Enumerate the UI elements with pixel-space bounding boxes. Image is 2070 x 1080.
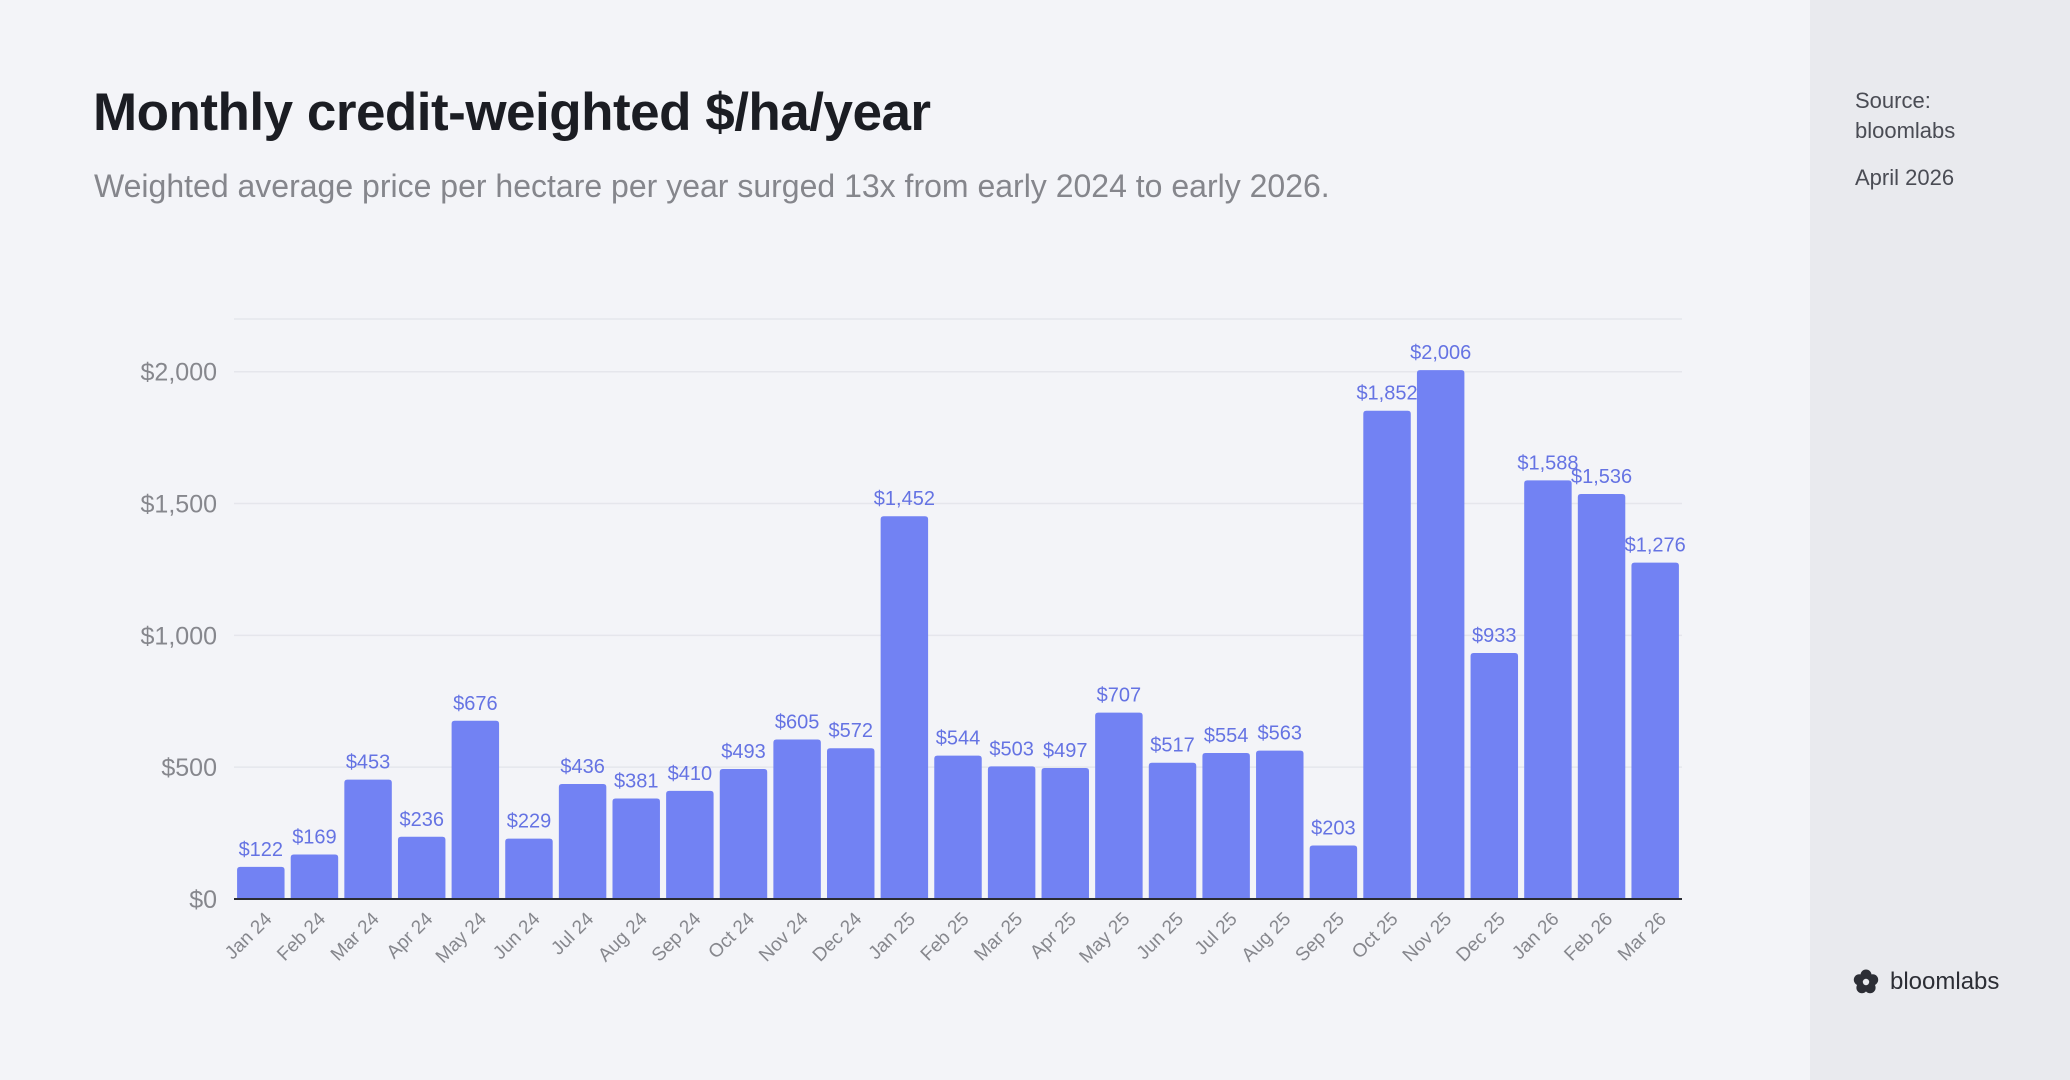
x-tick-label: Mar 24 <box>327 908 384 965</box>
source-name: bloomlabs <box>1855 118 1956 143</box>
bar[interactable] <box>1095 712 1143 899</box>
data-label: $122 <box>239 839 284 861</box>
brand-mark: bloomlabs <box>1852 968 1999 996</box>
data-label: $169 <box>292 826 337 848</box>
x-tick-label: Sep 25 <box>1292 909 1349 966</box>
x-tick-label: Dec 25 <box>1452 909 1509 966</box>
x-tick-label: Jul 25 <box>1191 909 1242 960</box>
chart-subtitle: Weighted average price per hectare per y… <box>94 168 1330 204</box>
publish-date: April 2026 <box>1855 165 1955 190</box>
data-label: $1,452 <box>874 488 935 510</box>
bar[interactable] <box>987 766 1036 899</box>
data-label: $554 <box>1204 725 1249 747</box>
y-tick-label: $2,000 <box>141 359 217 387</box>
x-tick-label: Oct 24 <box>705 908 760 963</box>
data-label: $381 <box>614 771 659 793</box>
bar[interactable] <box>1631 562 1679 899</box>
x-tick-label: Aug 25 <box>1238 909 1295 966</box>
bar[interactable] <box>1148 762 1197 899</box>
data-label: $436 <box>560 756 605 778</box>
data-label: $933 <box>1472 625 1517 647</box>
data-label: $1,852 <box>1356 383 1417 405</box>
x-tick-label: Jan 25 <box>865 909 920 964</box>
data-label: $503 <box>989 738 1034 760</box>
x-tick-label: Jun 25 <box>1133 909 1188 964</box>
source-block: Source: bloomlabs <box>1855 86 2015 146</box>
x-tick-label: Oct 25 <box>1348 909 1402 963</box>
x-tick-label: Apr 25 <box>1026 909 1080 963</box>
x-tick-label: Nov 25 <box>1399 909 1456 966</box>
data-label: $453 <box>346 752 391 774</box>
data-label: $203 <box>1311 817 1356 839</box>
x-tick-label: Jan 24 <box>221 908 276 963</box>
bar[interactable] <box>505 838 553 899</box>
bar[interactable] <box>1309 845 1358 899</box>
chart-title: Monthly credit-weighted $/ha/year <box>93 83 931 142</box>
data-label: $229 <box>507 811 552 833</box>
x-tick-label: Jun 24 <box>489 908 544 963</box>
brand-name: bloomlabs <box>1890 968 2000 995</box>
bar[interactable] <box>1416 370 1465 899</box>
bar[interactable] <box>612 798 660 899</box>
data-label: $1,536 <box>1571 466 1632 488</box>
bar[interactable] <box>1256 750 1304 899</box>
bar[interactable] <box>397 836 446 899</box>
bar[interactable] <box>827 748 875 899</box>
data-label: $605 <box>775 712 820 734</box>
x-tick-label: Feb 26 <box>1560 909 1617 966</box>
data-label: $517 <box>1150 735 1195 757</box>
data-label: $707 <box>1097 685 1142 707</box>
x-tick-label: Jan 26 <box>1508 909 1563 964</box>
data-label: $563 <box>1258 723 1303 745</box>
bar[interactable] <box>934 755 982 899</box>
bar[interactable] <box>1363 410 1411 899</box>
data-label: $236 <box>399 809 444 831</box>
x-tick-label: May 24 <box>432 908 491 967</box>
bar[interactable] <box>451 720 500 899</box>
y-tick-label: $500 <box>161 754 217 782</box>
bar[interactable] <box>666 790 714 899</box>
y-tick-label: $1,000 <box>141 622 217 650</box>
x-tick-label: Mar 25 <box>970 909 1027 966</box>
y-tick-label: $1,500 <box>141 491 217 519</box>
bar[interactable] <box>773 739 821 900</box>
data-label: $572 <box>828 720 873 742</box>
y-tick-label: $0 <box>189 886 217 914</box>
x-tick-label: Apr 24 <box>383 908 438 963</box>
x-tick-label: Dec 24 <box>809 908 867 966</box>
bar[interactable] <box>1202 752 1250 899</box>
data-label: $493 <box>721 741 766 763</box>
data-label: $544 <box>936 728 981 750</box>
bar[interactable] <box>1524 480 1572 899</box>
source-label: Source: <box>1855 88 1931 113</box>
x-tick-label: Sep 24 <box>648 908 706 966</box>
bar[interactable] <box>237 866 285 899</box>
bar[interactable] <box>1577 494 1626 899</box>
bar[interactable] <box>344 779 392 899</box>
data-label: $676 <box>453 693 498 715</box>
data-label: $1,588 <box>1517 452 1578 474</box>
x-tick-label: Jul 24 <box>547 908 598 959</box>
bar[interactable] <box>719 769 768 899</box>
bloomlabs-logo-icon <box>1853 969 1879 994</box>
x-tick-label: Mar 26 <box>1614 909 1671 966</box>
bar[interactable] <box>1041 767 1089 899</box>
bar[interactable] <box>558 784 607 899</box>
bar[interactable] <box>290 854 339 899</box>
x-tick-label: Nov 24 <box>755 908 813 966</box>
bar[interactable] <box>880 516 929 899</box>
bar-chart: $0 $500 $1,000 $1,500 $2,000 $122 Jan 24 $169 Fe… <box>141 318 1686 968</box>
data-label: $1,276 <box>1625 535 1686 557</box>
x-tick-label: Feb 24 <box>273 908 330 965</box>
data-label: $2,006 <box>1410 342 1471 364</box>
x-tick-label: Feb 25 <box>917 909 974 966</box>
data-label: $410 <box>668 763 713 785</box>
x-tick-label: Aug 24 <box>594 908 652 966</box>
bar[interactable] <box>1470 653 1519 899</box>
data-label: $497 <box>1043 740 1088 762</box>
sidebar-panel <box>1810 0 2070 1080</box>
x-tick-label: May 25 <box>1076 909 1135 968</box>
